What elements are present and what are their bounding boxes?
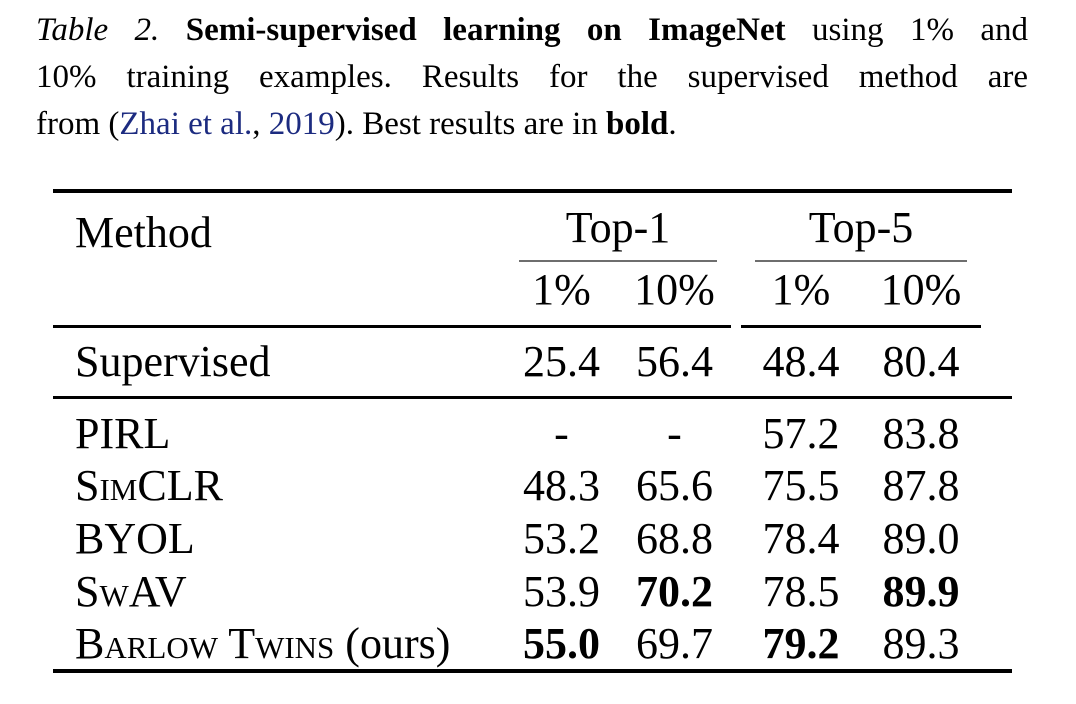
value-cell: 89.9 xyxy=(882,566,960,616)
row-swav: SwAV 53.9 70.2 78.5 89.9 xyxy=(53,565,1012,618)
method-cell: SimCLR xyxy=(53,459,505,512)
value-cell: 69.7 xyxy=(636,618,713,668)
value-cell: 89.3 xyxy=(882,618,960,668)
value-cell: - xyxy=(667,408,682,458)
col-header-top5-10pct: 10% xyxy=(861,262,981,328)
value-cell: 70.2 xyxy=(636,566,713,616)
value-cell: 53.2 xyxy=(523,513,600,563)
value-cell: 68.8 xyxy=(636,513,713,563)
method-cell: Barlow Twins (ours) xyxy=(53,618,505,671)
caption-text: using 1% and xyxy=(785,12,1028,48)
caption-table-label: Table 2. xyxy=(36,12,186,48)
row-pirl: PIRL - - 57.2 83.8 xyxy=(53,397,1012,459)
row-barlow-twins: Barlow Twins (ours) 55.0 69.7 79.2 89.3 xyxy=(53,618,1012,671)
group-gap xyxy=(731,191,741,326)
header-sub-row: 1% 10% 1% 10% xyxy=(53,262,1012,328)
value-cell: 25.4 xyxy=(505,326,618,399)
value-cell: 83.8 xyxy=(882,408,960,458)
col-header-method: Method xyxy=(53,191,505,328)
table-right-pad xyxy=(981,459,1012,512)
header-group-row: Method Top-1 Top-5 xyxy=(53,191,1012,328)
value-cell: 80.4 xyxy=(861,326,981,399)
results-table: Method Top-1 Top-5 1% 10% 1% 10% xyxy=(53,189,1012,673)
cmidrule-top1 xyxy=(519,260,717,262)
method-cell: BYOL xyxy=(53,512,505,565)
group-gap xyxy=(731,326,741,399)
group-gap xyxy=(731,618,741,671)
group-gap xyxy=(731,565,741,618)
table-right-pad xyxy=(981,397,1012,459)
method-name: Supervised xyxy=(75,337,271,386)
value-cell: 75.5 xyxy=(762,460,840,510)
caption-line-3: from (Zhai et al., 2019). Best results a… xyxy=(36,101,1028,148)
caption-text: from ( xyxy=(36,106,120,142)
value-cell: 53.9 xyxy=(523,566,600,616)
value-cell: 57.2 xyxy=(762,408,840,458)
value-cell: - xyxy=(554,408,569,458)
method-name-suffix: (ours) xyxy=(334,618,451,668)
value-cell: 78.5 xyxy=(762,566,840,616)
caption-text: 10% training examples. Results for the s… xyxy=(36,59,1028,95)
caption-line-2: 10% training examples. Results for the s… xyxy=(36,54,1028,101)
method-cell: Supervised xyxy=(53,326,505,399)
col-header-top1-10pct: 10% xyxy=(618,262,731,328)
cmidrule-top5 xyxy=(755,260,967,262)
method-cell: PIRL xyxy=(53,397,505,459)
group-gap xyxy=(731,512,741,565)
table-right-pad xyxy=(981,326,1012,399)
table-right-pad xyxy=(981,565,1012,618)
group-gap xyxy=(731,397,741,459)
value-cell: 48.4 xyxy=(741,326,861,399)
method-name: Barlow Twins xyxy=(75,618,335,668)
caption-title-bold: Semi-supervised learning on ImageNet xyxy=(185,12,786,48)
value-cell: 65.6 xyxy=(636,460,713,510)
caption-text: , xyxy=(252,106,269,142)
col-group-top5: Top-5 xyxy=(741,191,981,262)
value-cell: 79.2 xyxy=(762,618,840,668)
value-cell: 78.4 xyxy=(762,513,840,563)
table-right-pad xyxy=(981,618,1012,671)
value-cell: 87.8 xyxy=(882,460,960,510)
row-supervised: Supervised 25.4 56.4 48.4 80.4 xyxy=(53,326,1012,399)
row-byol: BYOL 53.2 68.8 78.4 89.0 xyxy=(53,512,1012,565)
method-name: SimCLR xyxy=(75,460,223,510)
method-name: SwAV xyxy=(75,566,187,616)
value-cell: 48.3 xyxy=(523,460,600,510)
col-group-top1-label: Top-1 xyxy=(565,203,671,252)
value-cell: 56.4 xyxy=(618,326,731,399)
caption-text: ). Best results are in xyxy=(334,106,607,142)
col-group-top5-label: Top-5 xyxy=(808,203,914,252)
caption-line-1: Table 2. Semi-supervised learning on Ima… xyxy=(36,7,1028,54)
method-cell: SwAV xyxy=(53,565,505,618)
row-simclr: SimCLR 48.3 65.6 75.5 87.8 xyxy=(53,459,1012,512)
value-cell: 89.0 xyxy=(882,513,960,563)
col-group-top1: Top-1 xyxy=(505,191,731,262)
table-right-pad xyxy=(981,512,1012,565)
citation-link-year[interactable]: 2019 xyxy=(268,106,335,142)
table-caption: Table 2. Semi-supervised learning on Ima… xyxy=(36,7,1028,148)
value-cell: 55.0 xyxy=(523,618,600,668)
group-gap xyxy=(731,459,741,512)
caption-text: . xyxy=(668,106,677,142)
paper-table-figure: Table 2. Semi-supervised learning on Ima… xyxy=(0,7,1076,673)
citation-link-authors[interactable]: Zhai et al. xyxy=(119,106,253,142)
caption-bold-term: bold xyxy=(606,106,669,142)
method-name: BYOL xyxy=(75,513,195,563)
col-header-top1-1pct: 1% xyxy=(505,262,618,328)
table-right-pad xyxy=(981,191,1012,326)
method-name: PIRL xyxy=(75,408,171,458)
col-header-top5-1pct: 1% xyxy=(741,262,861,328)
